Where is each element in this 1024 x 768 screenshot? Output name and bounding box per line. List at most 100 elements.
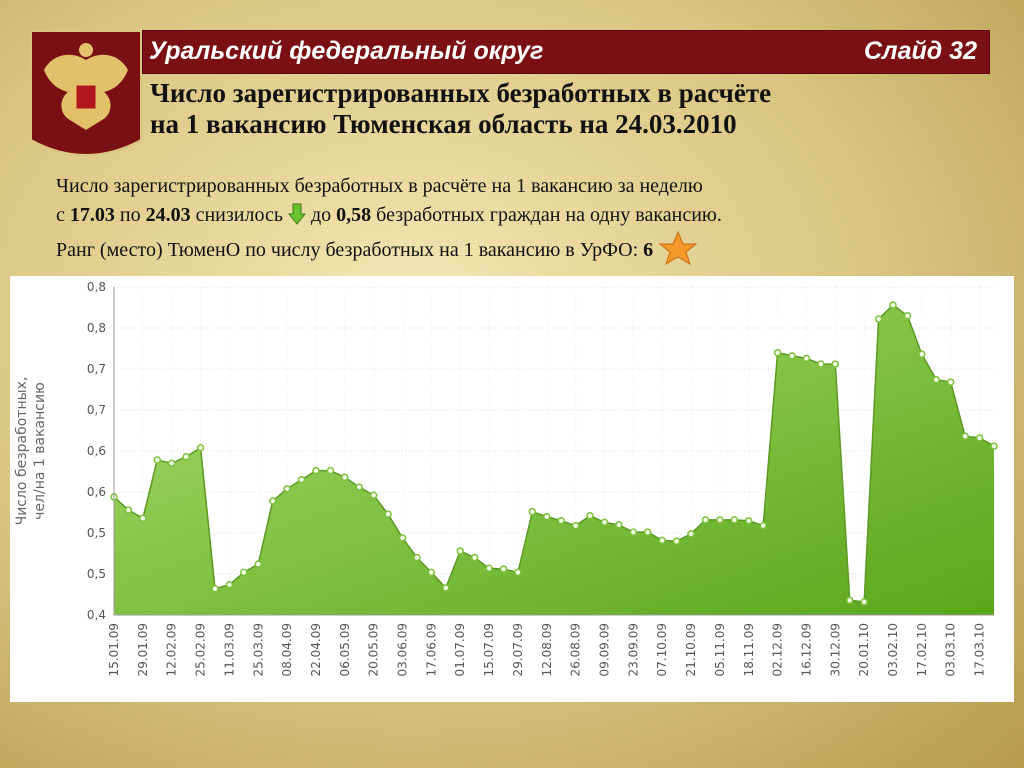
title: Число зарегистрированных безработных в р…	[150, 78, 771, 140]
y-tick-label: 0,8	[87, 280, 106, 294]
point	[629, 528, 638, 536]
x-tick-label: 12.08.09	[540, 623, 554, 676]
point	[196, 443, 205, 452]
x-tick-label: 20.01.10	[857, 623, 871, 676]
point	[543, 512, 551, 521]
text: снизилось	[195, 204, 283, 226]
x-tick-label: 03.03.10	[944, 623, 958, 676]
point	[283, 484, 291, 493]
y-tick-label: 0,8	[87, 321, 106, 335]
point	[456, 547, 464, 555]
point	[153, 456, 162, 464]
point	[975, 434, 984, 442]
x-tick-label: 17.06.09	[424, 623, 438, 676]
y-tick-label: 0,7	[87, 403, 106, 417]
point	[167, 459, 176, 468]
text: 24.03	[145, 204, 191, 226]
point	[716, 516, 724, 524]
text: Ранг (место) ТюменО по числу безработных…	[56, 239, 639, 261]
point	[845, 596, 854, 604]
point	[124, 506, 133, 514]
x-tick-label: 23.09.09	[626, 623, 640, 676]
y-tick-label: 0,6	[87, 485, 106, 499]
x-tick-label: 18.11.09	[742, 623, 756, 676]
point	[759, 521, 767, 530]
point	[384, 510, 392, 518]
x-tick-label: 09.09.09	[597, 623, 611, 676]
down-arrow-icon	[287, 203, 307, 225]
point	[312, 466, 320, 475]
x-tick-label: 05.11.09	[713, 623, 727, 676]
point	[413, 553, 421, 562]
point	[889, 301, 897, 309]
text: 0,58	[336, 204, 372, 226]
point	[586, 512, 594, 520]
point	[802, 354, 811, 363]
x-tick-label: 22.04.09	[309, 623, 323, 676]
point	[326, 466, 335, 475]
title-line: на 1 вакансию Тюменская область на 24.03…	[150, 109, 737, 139]
point	[398, 534, 407, 542]
title-line: Число зарегистрированных безработных в р…	[150, 78, 772, 108]
point	[788, 352, 796, 360]
x-tick-label: 15.07.09	[482, 623, 496, 676]
point	[773, 348, 782, 357]
emblem	[30, 30, 142, 156]
point	[268, 497, 277, 505]
x-tick-label: 16.12.09	[799, 623, 813, 676]
point	[918, 350, 926, 358]
point	[182, 452, 190, 461]
x-tick-label: 03.02.10	[886, 623, 900, 676]
point	[297, 475, 306, 484]
description: Число зарегистрированных безработных в р…	[56, 172, 722, 266]
point	[831, 360, 840, 368]
point	[990, 442, 998, 450]
text: безработных граждан на одну вакансию.	[376, 204, 722, 226]
x-tick-label: 08.04.09	[280, 623, 294, 676]
point	[240, 568, 248, 577]
y-tick-label: 0,4	[87, 608, 106, 622]
x-tick-label: 21.10.09	[684, 623, 698, 676]
x-tick-label: 26.08.09	[569, 623, 583, 676]
point	[730, 516, 739, 524]
y-axis-label: Число безработных,	[14, 377, 30, 526]
point	[211, 585, 219, 593]
point	[600, 518, 609, 527]
y-axis-label: чел/на 1 вакансию	[32, 382, 48, 520]
text-line: Ранг (место) ТюменО по числу безработных…	[56, 230, 722, 266]
point	[817, 360, 825, 368]
point	[672, 537, 681, 545]
text: 6	[643, 239, 654, 261]
text-line: Число зарегистрированных безработных в р…	[56, 175, 703, 197]
text: до	[310, 204, 332, 226]
x-tick-label: 29.01.09	[136, 623, 150, 676]
region: Уральский федеральный округ	[149, 37, 544, 65]
x-tick-label: 29.07.09	[511, 623, 525, 676]
point	[442, 584, 450, 592]
x-tick-label: 25.03.09	[251, 623, 265, 676]
point	[903, 311, 912, 320]
chart: Число безработных, чел/на 1 вакансию 0,4 0,…	[10, 276, 1014, 702]
point	[946, 378, 955, 386]
point	[874, 315, 883, 323]
point	[485, 564, 493, 573]
point	[571, 521, 580, 530]
point	[369, 491, 378, 500]
y-tick-label: 0,5	[87, 526, 106, 540]
y-tick-label: 0,7	[87, 362, 106, 376]
star-icon	[658, 230, 698, 266]
point	[687, 530, 695, 538]
point	[355, 483, 363, 491]
x-tick-label: 01.07.09	[453, 623, 467, 676]
point	[514, 568, 522, 577]
point	[341, 473, 349, 481]
point	[557, 516, 565, 525]
point	[225, 580, 234, 589]
x-tick-label: 07.10.09	[655, 623, 669, 676]
header-bar: Уральский федеральный округ Слайд 32	[142, 30, 990, 74]
point	[139, 514, 147, 522]
point	[427, 568, 436, 577]
x-tick-label: 17.03.10	[973, 623, 987, 676]
x-tick-label: 17.02.10	[915, 623, 929, 676]
